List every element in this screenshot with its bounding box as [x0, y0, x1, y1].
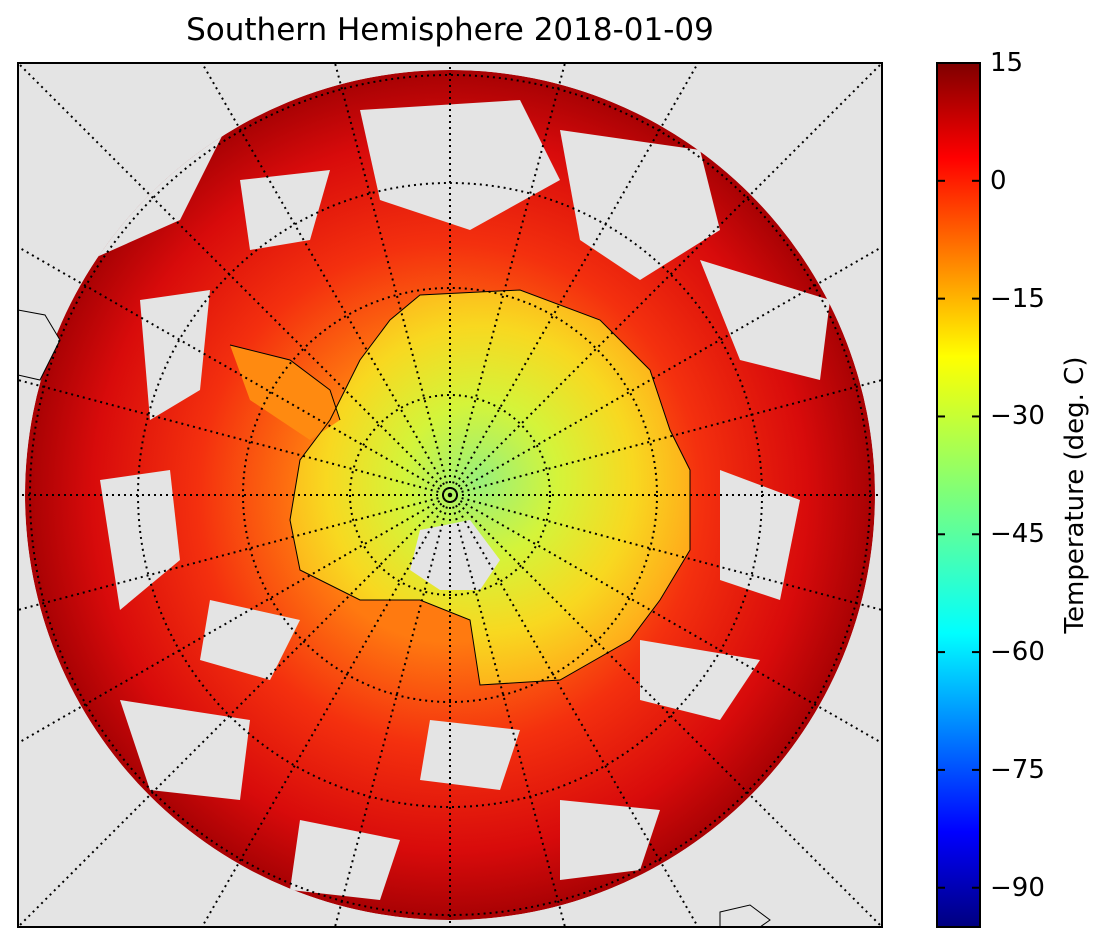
chart-title: Southern Hemisphere 2018-01-09 [186, 12, 714, 48]
colorbar-ticks [937, 62, 980, 889]
colorbar-tick-label: −75 [990, 754, 1045, 785]
colorbar-tick-label: −30 [990, 401, 1045, 432]
map-frame [17, 62, 883, 928]
colorbar-tick-label: −45 [990, 519, 1045, 550]
colorbar-tick-label: 15 [990, 48, 1024, 78]
map-axes [18, 63, 882, 927]
colorbar-label: Temperature (deg. C) [1060, 356, 1090, 634]
graticule [18, 63, 882, 927]
missing-data-patches [60, 90, 830, 900]
colorbar [937, 63, 980, 927]
colorbar-tick-label: −15 [990, 283, 1045, 314]
colorbar-tick-label: −90 [990, 872, 1045, 903]
antarctica-ice [290, 290, 690, 685]
antarctica-coastline [289, 289, 691, 686]
antarctic-peninsula [230, 345, 340, 440]
colorbar-tick-label: 0 [990, 165, 1007, 196]
colorbar-tick-label: −60 [990, 637, 1045, 668]
australia-outline [719, 904, 771, 927]
colorbar-frame [936, 62, 981, 928]
